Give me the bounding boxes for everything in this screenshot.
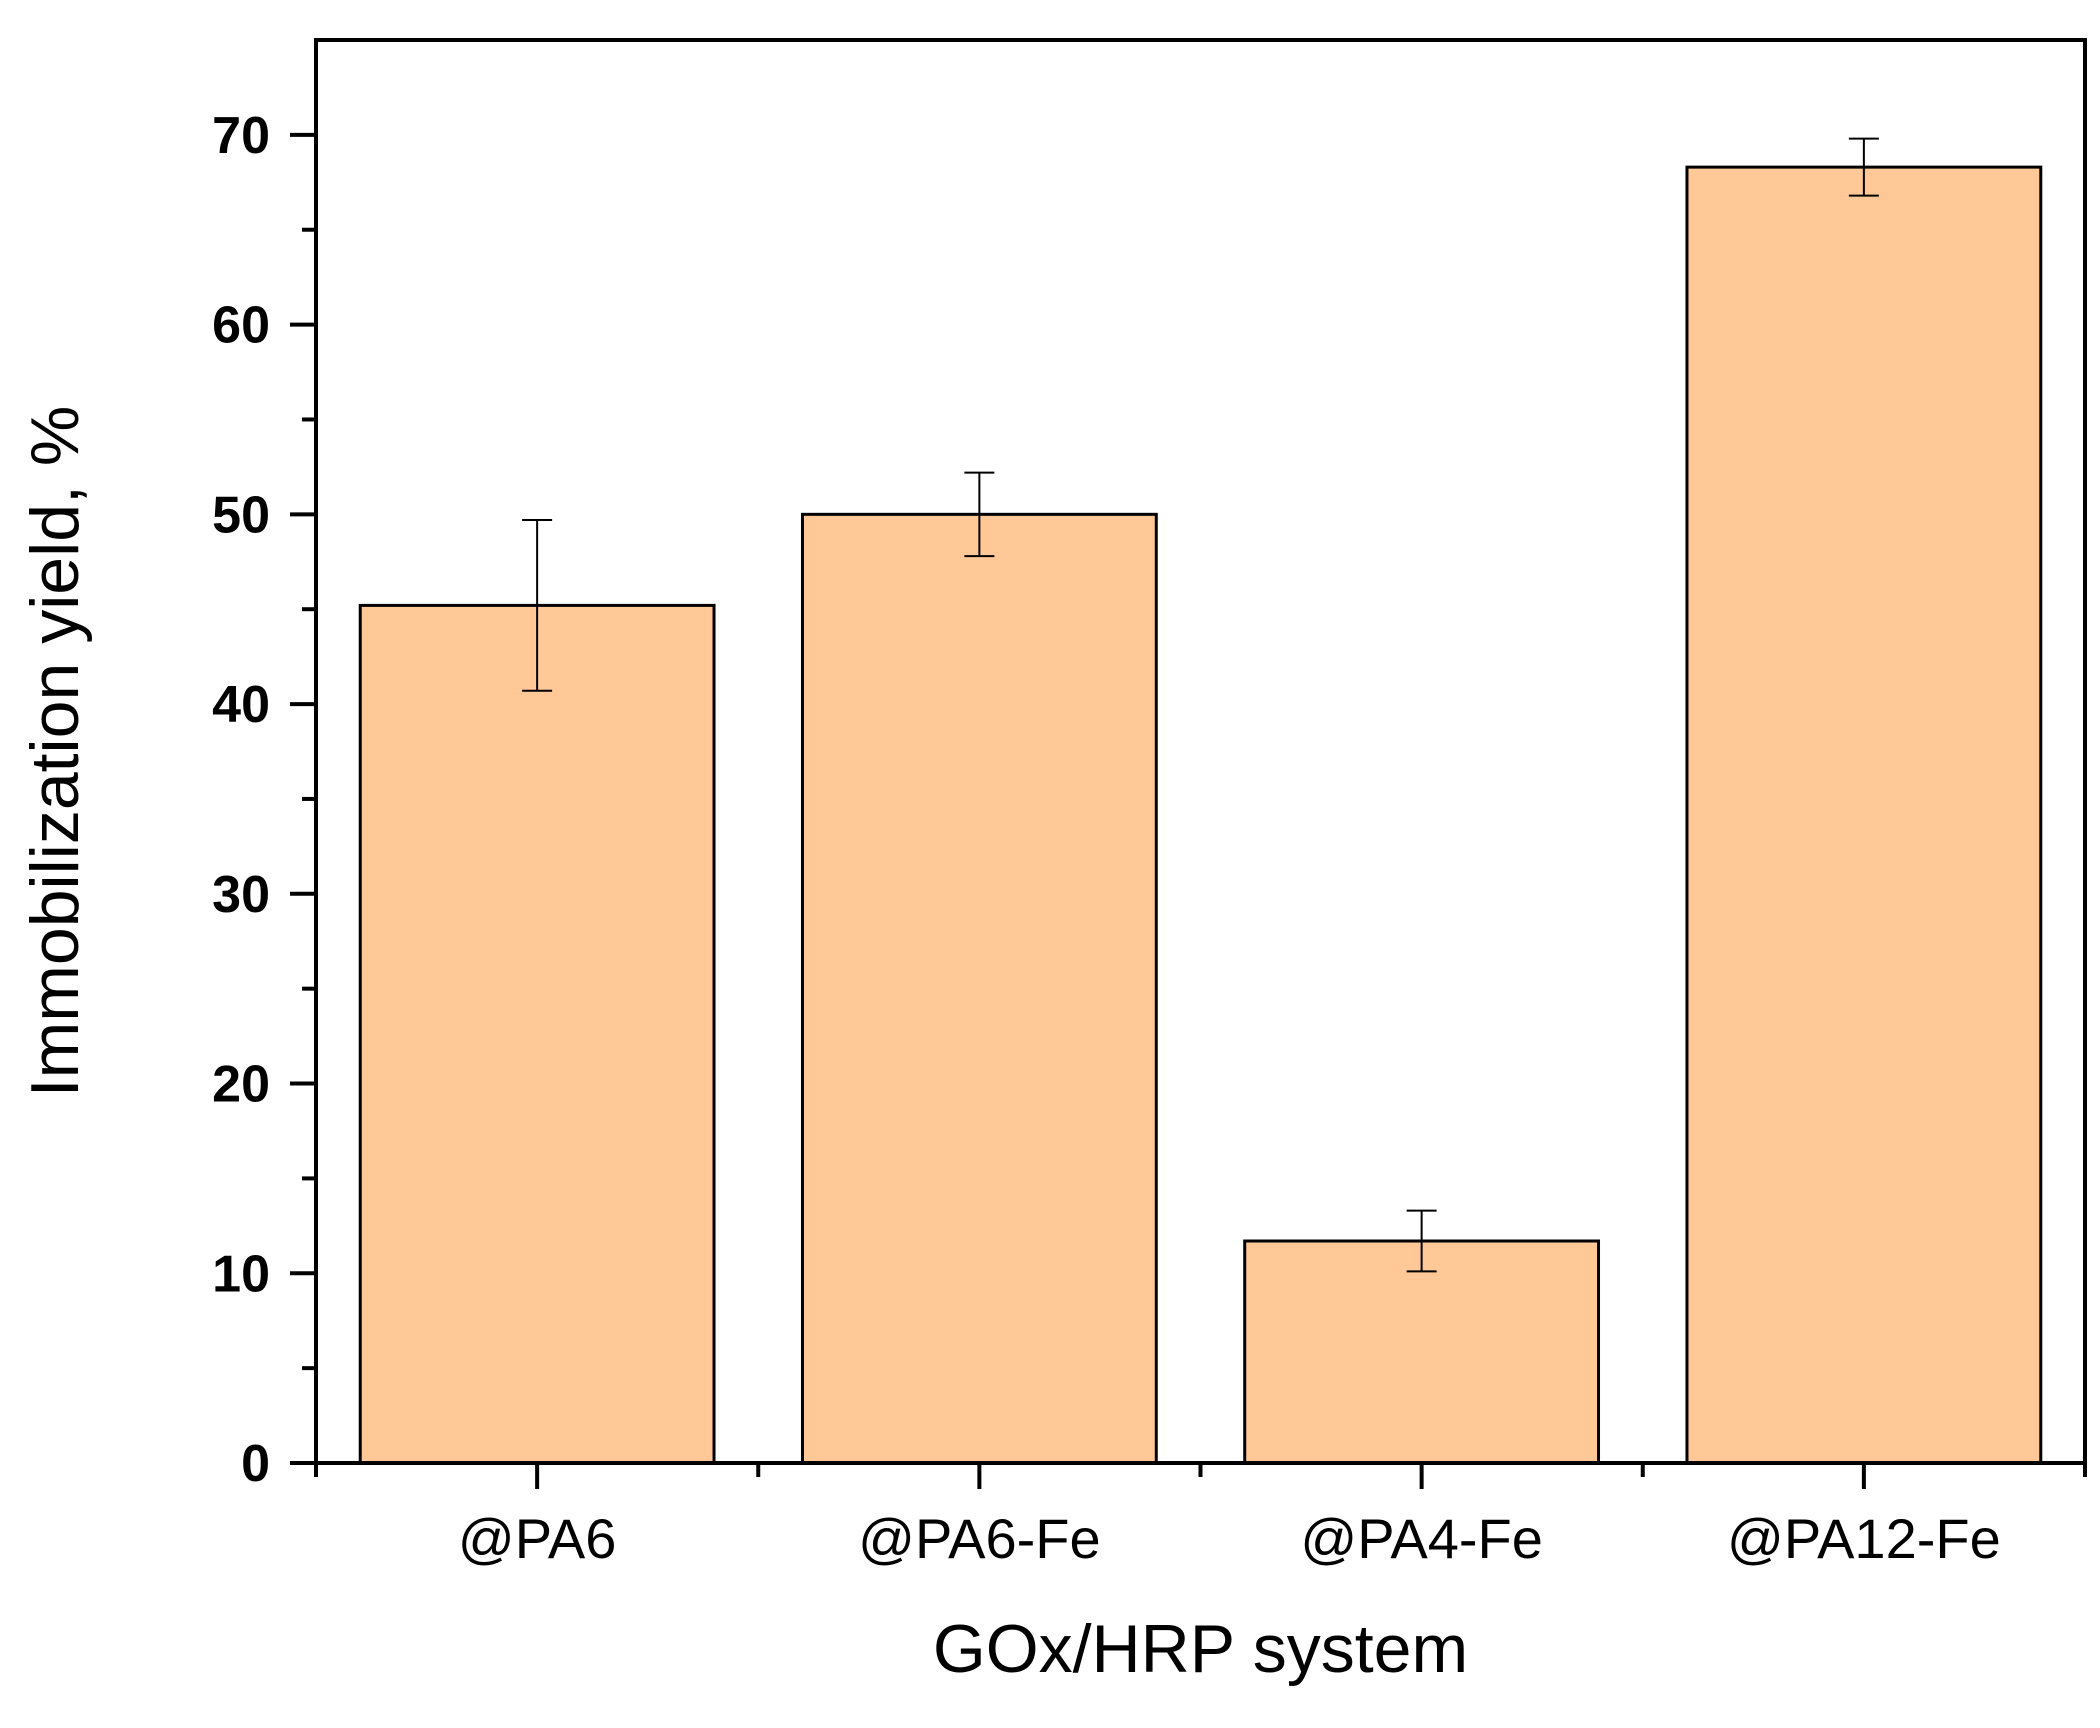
x-category-label: @PA6-Fe <box>858 1507 1101 1570</box>
y-tick-label: 0 <box>241 1435 270 1493</box>
y-tick-label: 10 <box>212 1245 270 1303</box>
x-axis-title: GOx/HRP system <box>933 1611 1468 1687</box>
y-tick-label: 60 <box>212 297 270 355</box>
y-tick-label: 50 <box>212 486 270 544</box>
y-axis: 0 10 20 30 40 50 60 70 <box>212 107 316 1493</box>
bar-pa6-fe <box>800 512 1158 1465</box>
y-tick-label: 20 <box>212 1056 270 1114</box>
y-axis-title: Immobilization yield, % <box>17 406 93 1098</box>
bar-pa6 <box>358 603 716 1465</box>
y-tick-label: 30 <box>212 866 270 924</box>
x-category-label: @PA6 <box>458 1507 617 1570</box>
x-category-label: @PA12-Fe <box>1727 1507 2001 1570</box>
bar-pa12-fe <box>1685 165 2043 1465</box>
bar-pa4-fe <box>1243 1239 1601 1465</box>
error-bars-layer <box>522 137 1879 1273</box>
x-axis: @PA6 @PA6-Fe @PA4-Fe @PA12-Fe <box>314 1463 2087 1570</box>
y-tick-label: 70 <box>212 107 270 165</box>
y-tick-label: 40 <box>212 676 270 734</box>
x-category-label: @PA4-Fe <box>1300 1507 1543 1570</box>
bars-layer <box>358 165 2043 1465</box>
